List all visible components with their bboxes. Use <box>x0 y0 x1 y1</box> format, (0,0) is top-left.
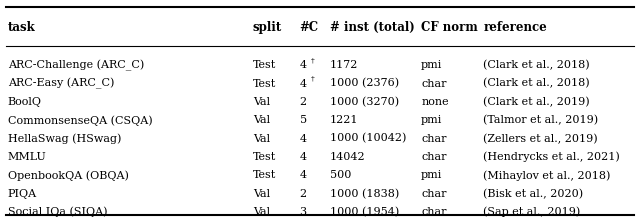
Text: 1172: 1172 <box>330 60 358 70</box>
Text: 2: 2 <box>300 97 307 107</box>
Text: char: char <box>421 189 447 199</box>
Text: (Clark et al., 2019): (Clark et al., 2019) <box>483 97 590 107</box>
Text: 1000 (10042): 1000 (10042) <box>330 133 406 144</box>
Text: char: char <box>421 78 447 89</box>
Text: CF norm: CF norm <box>421 21 478 34</box>
Text: ARC-Easy (ARC_C): ARC-Easy (ARC_C) <box>8 78 114 89</box>
Text: MMLU: MMLU <box>8 152 47 162</box>
Text: ARC-Challenge (ARC_C): ARC-Challenge (ARC_C) <box>8 59 144 71</box>
Text: reference: reference <box>483 21 547 34</box>
Text: 14042: 14042 <box>330 152 365 162</box>
Text: Test: Test <box>253 78 276 89</box>
Text: char: char <box>421 207 447 217</box>
Text: 4: 4 <box>300 133 307 144</box>
Text: Test: Test <box>253 152 276 162</box>
Text: #C: #C <box>300 21 319 34</box>
Text: Social IQa (SIQA): Social IQa (SIQA) <box>8 207 107 217</box>
Text: Val: Val <box>253 189 270 199</box>
Text: (Mihaylov et al., 2018): (Mihaylov et al., 2018) <box>483 170 611 181</box>
Text: pmi: pmi <box>421 60 442 70</box>
Text: 1000 (1838): 1000 (1838) <box>330 189 399 199</box>
Text: Val: Val <box>253 207 270 217</box>
Text: 4: 4 <box>300 78 307 89</box>
Text: Val: Val <box>253 133 270 144</box>
Text: char: char <box>421 152 447 162</box>
Text: Val: Val <box>253 115 270 125</box>
Text: Test: Test <box>253 170 276 180</box>
Text: (Zellers et al., 2019): (Zellers et al., 2019) <box>483 133 598 144</box>
Text: (Bisk et al., 2020): (Bisk et al., 2020) <box>483 189 583 199</box>
Text: †: † <box>310 75 314 83</box>
Text: 3: 3 <box>300 207 307 217</box>
Text: 2: 2 <box>300 189 307 199</box>
Text: (Sap et al., 2019): (Sap et al., 2019) <box>483 207 580 217</box>
Text: (Clark et al., 2018): (Clark et al., 2018) <box>483 78 590 89</box>
Text: split: split <box>253 21 282 34</box>
Text: (Hendrycks et al., 2021): (Hendrycks et al., 2021) <box>483 152 620 162</box>
Text: HellaSwag (HSwag): HellaSwag (HSwag) <box>8 133 121 144</box>
Text: 1221: 1221 <box>330 115 358 125</box>
Text: Test: Test <box>253 60 276 70</box>
Text: (Clark et al., 2018): (Clark et al., 2018) <box>483 60 590 70</box>
Text: CommonsenseQA (CSQA): CommonsenseQA (CSQA) <box>8 115 152 126</box>
Text: 1000 (3270): 1000 (3270) <box>330 97 399 107</box>
Text: 1000 (1954): 1000 (1954) <box>330 207 399 217</box>
Text: pmi: pmi <box>421 170 442 180</box>
Text: BoolQ: BoolQ <box>8 97 42 107</box>
Text: # inst (total): # inst (total) <box>330 21 414 34</box>
Text: OpenbookQA (OBQA): OpenbookQA (OBQA) <box>8 170 129 181</box>
Text: pmi: pmi <box>421 115 442 125</box>
Text: PIQA: PIQA <box>8 189 37 199</box>
Text: 4: 4 <box>300 170 307 180</box>
Text: 4: 4 <box>300 152 307 162</box>
Text: char: char <box>421 133 447 144</box>
Text: none: none <box>421 97 449 107</box>
Text: task: task <box>8 21 35 34</box>
Text: †: † <box>310 56 314 64</box>
Text: 4: 4 <box>300 60 307 70</box>
Text: (Talmor et al., 2019): (Talmor et al., 2019) <box>483 115 598 125</box>
Text: 1000 (2376): 1000 (2376) <box>330 78 399 89</box>
Text: Val: Val <box>253 97 270 107</box>
Text: 5: 5 <box>300 115 307 125</box>
Text: 500: 500 <box>330 170 351 180</box>
